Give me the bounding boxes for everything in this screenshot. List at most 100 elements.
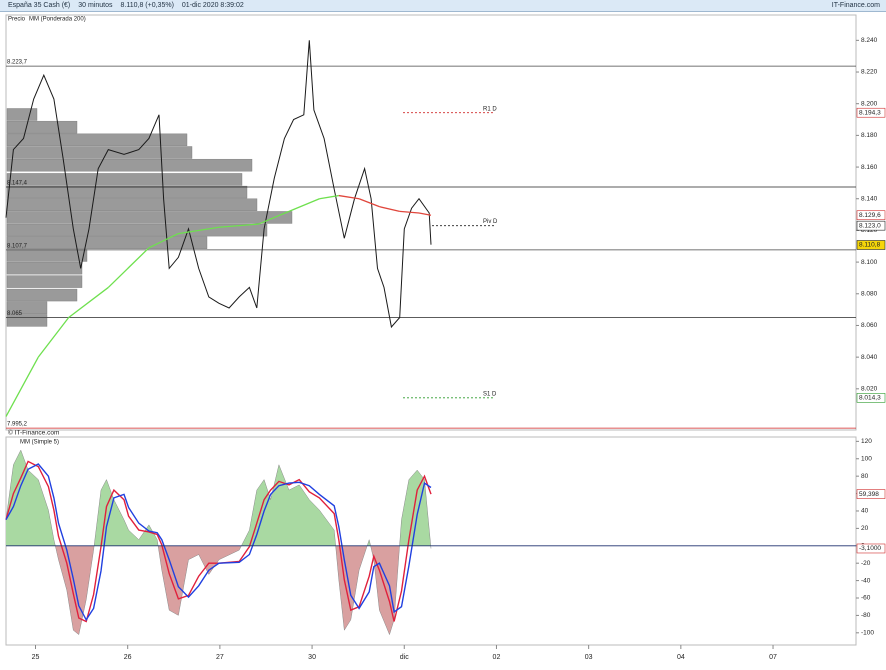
price-pane-frame (5, 14, 857, 431)
profile-bar (6, 158, 253, 172)
y-tick-label: -80 (861, 612, 871, 619)
moving-average-segment (178, 226, 220, 235)
price-tag-label: 8.014,3 (859, 395, 881, 402)
pivot-label: S1 D (483, 391, 497, 397)
x-tick-label: 26 (124, 654, 132, 661)
price-tag-box (856, 489, 886, 499)
profile-bar (6, 133, 188, 147)
level-label: 8.107,7 (7, 243, 28, 249)
price-tag-box (856, 393, 886, 403)
y-tick-label: -40 (861, 577, 871, 584)
y-tick-label: 8.040 (861, 354, 878, 361)
watermark: © IT-Finance.com (8, 429, 59, 437)
moving-average-segment (358, 198, 380, 208)
level-label: 8.147,4 (7, 181, 28, 187)
header: España 35 Cash (€) 30 minutos 8.110,8 (+… (0, 0, 886, 12)
y-tick-label: 8.240 (861, 37, 878, 44)
y-tick-label: 20 (861, 525, 869, 532)
profile-bar (6, 275, 83, 288)
header-brand: IT-Finance.com (831, 2, 880, 9)
profile-bar (6, 261, 83, 275)
profile-bar (6, 146, 193, 159)
x-tick-label: 02 (493, 654, 501, 661)
y-tick-label: 8.200 (861, 100, 878, 107)
price-tag-box (856, 220, 886, 231)
legend-entry: MM (Ponderada 200) (29, 17, 86, 23)
level-label: 7.995,2 (7, 422, 28, 428)
oscillator-area-down (55, 546, 431, 635)
x-tick-label: 30 (308, 654, 316, 661)
moving-average-segment (399, 210, 420, 214)
x-tick-label: 07 (769, 654, 777, 661)
level-label: 8.065 (7, 311, 23, 317)
profile-bar (6, 198, 258, 211)
profile-bar (6, 173, 243, 186)
profile-bar (6, 223, 268, 237)
x-tick-label: 27 (216, 654, 224, 661)
profile-bar (6, 120, 78, 134)
header-title: España 35 Cash (€) (8, 2, 71, 9)
price-tag-label: 59,398 (859, 491, 879, 498)
y-tick-label: -20 (861, 560, 871, 567)
price-tag-label: 8.129,6 (859, 212, 881, 219)
price-tag-box (856, 240, 886, 250)
oscillator-line (5, 460, 432, 623)
moving-average-segment (5, 356, 39, 417)
y-tick-label: 8.120 (861, 227, 878, 234)
profile-bar (6, 288, 78, 302)
moving-average-segment (258, 210, 290, 225)
x-tick-label: 25 (32, 654, 40, 661)
y-tick-label: 8.020 (861, 386, 878, 393)
y-tick-label: 8.220 (861, 69, 878, 76)
price-tag-label: 8.194,3 (859, 109, 881, 116)
y-tick-label: -60 (861, 595, 871, 602)
y-tick-label: 100 (861, 455, 872, 462)
header-interval: 30 minutos (78, 2, 113, 9)
profile-bar (6, 236, 208, 249)
moving-average-segment (37, 317, 70, 358)
y-tick-label: 80 (861, 473, 869, 480)
x-tick-label: 04 (677, 654, 685, 661)
moving-average-segment (379, 206, 400, 213)
y-tick-label: 120 (861, 438, 872, 445)
x-tick-label: 03 (585, 654, 593, 661)
price-tag-label: 8.123,0 (859, 222, 881, 229)
y-tick-label: -100 (861, 630, 874, 637)
moving-average-segment (107, 247, 150, 288)
moving-average-segment (338, 194, 360, 200)
profile-bar (6, 301, 48, 314)
pivot-label: R1 D (483, 106, 497, 112)
moving-average-segment (319, 194, 339, 200)
y-tick-label: 8.060 (861, 322, 878, 329)
header-datetime: 01-dic 2020 8:39:02 (181, 2, 244, 9)
y-tick-label: 40 (861, 508, 869, 515)
price-tag-box (856, 543, 886, 554)
oscillator-line (5, 463, 432, 622)
profile-bar (6, 108, 38, 121)
moving-average-segment (148, 233, 179, 249)
moving-average-segment (218, 223, 259, 228)
y-tick-label: 8.080 (861, 290, 878, 297)
price-tag-box (856, 210, 886, 221)
profile-bar (6, 185, 248, 199)
y-tick-label: 8.160 (861, 164, 878, 171)
y-tick-label: 8.140 (861, 195, 878, 202)
price-tag-label: 8.110,8 (859, 242, 881, 249)
price-tag-box (856, 107, 886, 118)
price-tag-label: -3,1000 (859, 545, 881, 552)
x-tick-label: dic (400, 654, 409, 661)
oscillator-outline (5, 449, 432, 636)
legend-entry: Precio (8, 17, 26, 23)
pivot-label: Piv D (483, 219, 498, 225)
moving-average-segment (68, 286, 109, 319)
profile-bar (6, 211, 293, 224)
header-quote: 8.110,8 (+0,35%) (120, 2, 174, 9)
profile-bar (6, 249, 88, 262)
y-tick-label: 8.100 (861, 259, 878, 266)
oscillator-area-up (6, 450, 431, 546)
legend-entry: MM (Simple 5) (20, 440, 59, 446)
y-tick-label: 8.180 (861, 132, 878, 139)
price-line (5, 40, 432, 329)
